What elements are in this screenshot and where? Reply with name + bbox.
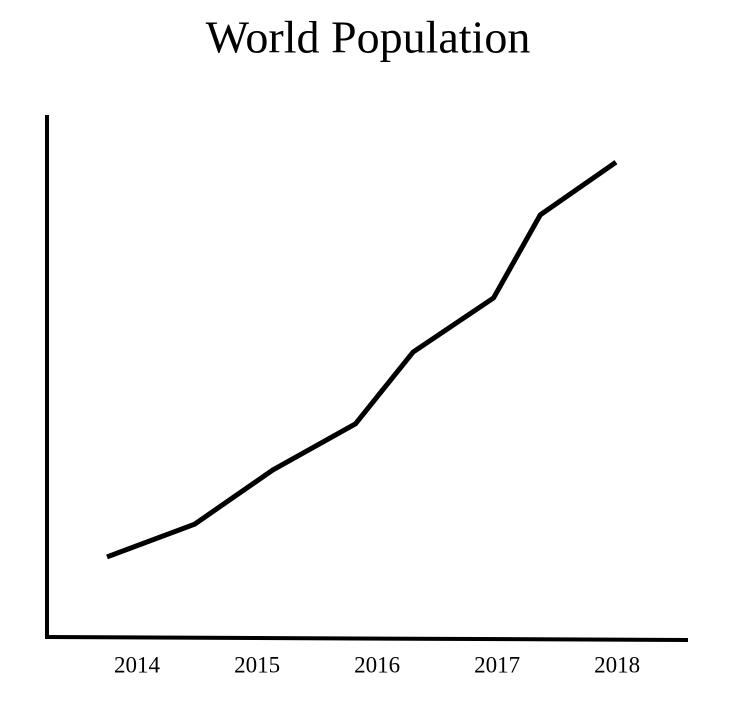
x-tick-label: 2015 [234, 652, 280, 677]
x-tick-label: 2017 [474, 652, 520, 677]
chart-title: World Population [206, 12, 531, 63]
x-axis [44, 635, 689, 642]
x-tick-label: 2016 [354, 652, 400, 677]
x-tick-label: 2014 [114, 652, 161, 677]
data-line [106, 160, 618, 560]
x-tick-label: 2018 [594, 652, 640, 677]
